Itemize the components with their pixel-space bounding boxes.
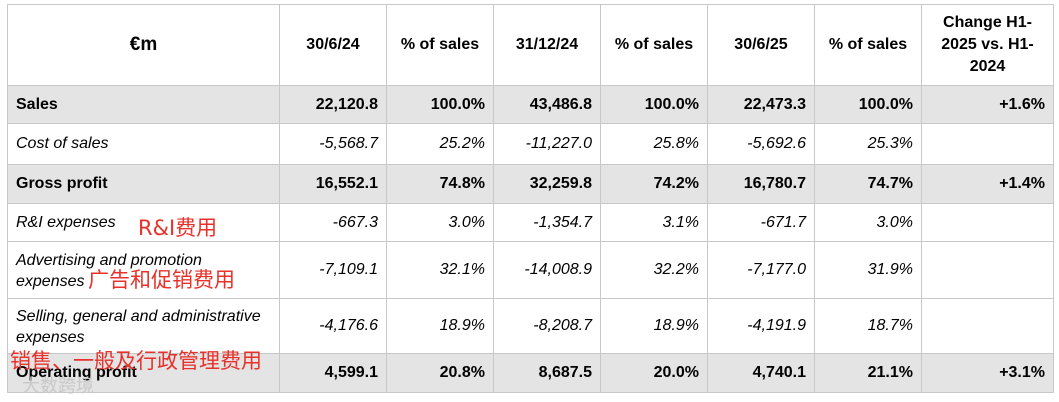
cell: 22,473.3	[707, 85, 815, 124]
annotation-sga: 销售、一般及行政管理费用	[10, 349, 262, 373]
cell: -14,008.9	[493, 241, 601, 299]
cell: 43,486.8	[493, 85, 601, 124]
table-row: Gross profit 16,552.1 74.8% 32,259.8 74.…	[7, 164, 1054, 204]
cell: +1.4%	[921, 164, 1054, 204]
row-label: Gross profit	[7, 164, 280, 204]
header-pct-3: % of sales	[814, 4, 922, 86]
cell: -8,208.7	[493, 298, 601, 354]
income-statement-table: €m 30/6/24 % of sales 31/12/24 % of sale…	[7, 4, 1054, 393]
header-date-1: 30/6/24	[279, 4, 387, 86]
table-row: Sales 22,120.8 100.0% 43,486.8 100.0% 22…	[7, 85, 1054, 124]
cell: +1.6%	[921, 85, 1054, 124]
cell	[921, 241, 1054, 299]
header-date-3: 30/6/25	[707, 4, 815, 86]
table-row: R&I expenses -667.3 3.0% -1,354.7 3.1% -…	[7, 203, 1054, 242]
cell: 32,259.8	[493, 164, 601, 204]
cell: 20.8%	[386, 353, 494, 393]
row-label: Operating profit	[7, 353, 280, 393]
cell: 100.0%	[386, 85, 494, 124]
cell: -11,227.0	[493, 123, 601, 165]
cell: 74.2%	[600, 164, 708, 204]
table-row: Operating profit 4,599.1 20.8% 8,687.5 2…	[7, 353, 1054, 393]
cell: 22,120.8	[279, 85, 387, 124]
cell: -671.7	[707, 203, 815, 242]
cell: 3.1%	[600, 203, 708, 242]
header-pct-1: % of sales	[386, 4, 494, 86]
cell: -5,692.6	[707, 123, 815, 165]
cell: 100.0%	[600, 85, 708, 124]
cell: 18.9%	[386, 298, 494, 354]
cell: 16,780.7	[707, 164, 815, 204]
cell	[921, 298, 1054, 354]
annotation-adv: 广告和促销费用	[88, 268, 235, 292]
annotation-ri: R&I费用	[138, 216, 218, 240]
row-label: R&I expenses	[7, 203, 280, 242]
table-row: Selling, general and administrative expe…	[7, 298, 1054, 354]
row-label: Sales	[7, 85, 280, 124]
cell: 31.9%	[814, 241, 922, 299]
financial-table-container: €m 30/6/24 % of sales 31/12/24 % of sale…	[7, 4, 1054, 393]
cell: -7,177.0	[707, 241, 815, 299]
cell: 25.2%	[386, 123, 494, 165]
cell: -667.3	[279, 203, 387, 242]
cell: -1,354.7	[493, 203, 601, 242]
cell: 4,740.1	[707, 353, 815, 393]
watermark: 大数跨境	[22, 376, 94, 397]
cell: 74.7%	[814, 164, 922, 204]
cell: 21.1%	[814, 353, 922, 393]
cell: +3.1%	[921, 353, 1054, 393]
table-row: Cost of sales -5,568.7 25.2% -11,227.0 2…	[7, 123, 1054, 165]
header-row: €m 30/6/24 % of sales 31/12/24 % of sale…	[7, 4, 1054, 86]
cell	[921, 203, 1054, 242]
cell: 32.1%	[386, 241, 494, 299]
cell: 18.9%	[600, 298, 708, 354]
cell: -4,191.9	[707, 298, 815, 354]
cell: 3.0%	[814, 203, 922, 242]
cell: 25.8%	[600, 123, 708, 165]
header-date-2: 31/12/24	[493, 4, 601, 86]
cell: 16,552.1	[279, 164, 387, 204]
cell: -5,568.7	[279, 123, 387, 165]
cell: 3.0%	[386, 203, 494, 242]
cell: 4,599.1	[279, 353, 387, 393]
cell: 100.0%	[814, 85, 922, 124]
cell: -7,109.1	[279, 241, 387, 299]
header-unit: €m	[7, 4, 280, 86]
cell	[921, 123, 1054, 165]
cell: -4,176.6	[279, 298, 387, 354]
cell: 8,687.5	[493, 353, 601, 393]
cell: 18.7%	[814, 298, 922, 354]
header-change: Change H1-2025 vs. H1-2024	[921, 4, 1054, 86]
table-row: Advertising and promotion expenses -7,10…	[7, 241, 1054, 299]
header-pct-2: % of sales	[600, 4, 708, 86]
cell: 25.3%	[814, 123, 922, 165]
cell: 32.2%	[600, 241, 708, 299]
cell: 74.8%	[386, 164, 494, 204]
cell: 20.0%	[600, 353, 708, 393]
row-label: Cost of sales	[7, 123, 280, 165]
